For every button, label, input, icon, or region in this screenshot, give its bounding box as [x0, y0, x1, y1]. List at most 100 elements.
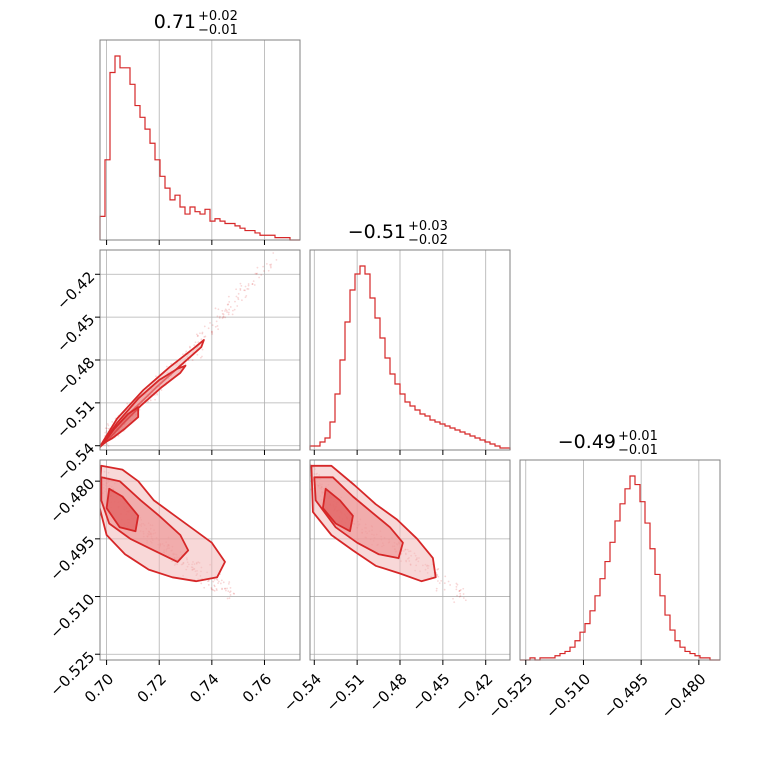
- sample-point: [200, 338, 203, 341]
- y-tick-label: −0.48: [53, 354, 98, 399]
- y-tick-label: −0.51: [53, 396, 98, 441]
- sample-point: [233, 593, 236, 595]
- sample-point: [184, 363, 187, 366]
- sample-point: [149, 399, 152, 402]
- sample-point: [226, 597, 229, 600]
- sample-point: [165, 365, 168, 368]
- sample-point: [232, 592, 235, 595]
- sample-point: [234, 300, 236, 303]
- sample-point: [212, 589, 215, 592]
- sample-point: [237, 292, 240, 295]
- sample-point: [211, 331, 213, 333]
- sample-point: [228, 581, 231, 583]
- x-tick-label: −0.525: [485, 670, 537, 722]
- x-tick-label: −0.51: [323, 670, 368, 715]
- sample-point: [215, 589, 218, 591]
- sample-point: [267, 269, 270, 272]
- title-median: −0.51: [348, 221, 406, 243]
- sample-point: [189, 346, 191, 349]
- sample-point: [197, 334, 199, 337]
- sample-point: [229, 590, 232, 593]
- sample-point: [458, 590, 461, 593]
- sample-point: [436, 568, 439, 571]
- sample-point: [447, 580, 450, 583]
- sample-point: [227, 313, 230, 316]
- sample-point: [170, 362, 173, 365]
- title-err-minus: −0.01: [198, 23, 238, 38]
- sample-point: [227, 590, 230, 593]
- sample-point: [444, 575, 447, 578]
- x-tick-label: 0.76: [239, 670, 275, 706]
- sample-point: [272, 252, 275, 254]
- sample-point: [193, 344, 196, 347]
- title-err-plus: +0.02: [198, 9, 238, 24]
- sample-point: [221, 587, 223, 590]
- sample-point: [232, 309, 234, 312]
- sample-point: [256, 266, 259, 269]
- sample-point: [224, 310, 226, 312]
- sample-point: [222, 313, 225, 316]
- sample-point: [215, 320, 218, 323]
- sample-point: [160, 389, 163, 391]
- panel-frame: [99, 39, 301, 241]
- sample-point: [458, 595, 461, 598]
- y-tick-label: −0.54: [53, 439, 98, 484]
- sample-point: [201, 331, 204, 334]
- sample-point: [224, 308, 227, 311]
- sample-point: [464, 599, 467, 602]
- sample-point: [213, 578, 216, 581]
- sample-point: [214, 325, 217, 328]
- sample-point: [437, 575, 440, 578]
- sample-point: [235, 295, 238, 298]
- sample-point: [270, 263, 273, 266]
- contour-1sigma: [321, 487, 354, 533]
- title-median: 0.71: [154, 11, 196, 33]
- sample-point: [443, 588, 446, 591]
- sample-point: [195, 333, 198, 336]
- histogram-0: [99, 55, 300, 241]
- sample-point: [269, 266, 272, 269]
- y-tick-label: −0.510: [46, 590, 98, 642]
- sample-point: [197, 341, 200, 344]
- sample-point: [275, 258, 278, 261]
- sample-point: [443, 582, 446, 585]
- contour-1sigma: [105, 487, 140, 533]
- sample-point: [201, 332, 204, 335]
- contour-1sigma: [103, 406, 140, 444]
- x-tick-label: −0.510: [542, 670, 594, 722]
- sample-point: [436, 574, 438, 577]
- sample-point: [228, 597, 231, 600]
- sample-point: [217, 582, 219, 585]
- title-err-plus: +0.01: [618, 429, 658, 444]
- sample-point: [207, 327, 210, 330]
- sample-point: [213, 584, 216, 587]
- sample-point: [147, 400, 149, 403]
- sample-point: [438, 582, 441, 585]
- sample-point: [107, 445, 110, 447]
- sample-point: [239, 282, 242, 285]
- sample-point: [154, 398, 156, 401]
- sample-point: [211, 330, 213, 333]
- sample-point: [199, 356, 202, 359]
- sample-point: [203, 336, 206, 338]
- sample-point: [222, 581, 225, 584]
- sample-point: [452, 597, 454, 600]
- sample-point: [237, 296, 239, 299]
- x-tick-label: −0.480: [658, 670, 710, 722]
- sample-point: [216, 325, 219, 327]
- sample-point: [218, 317, 221, 319]
- sample-point: [437, 580, 439, 582]
- joint-panel-1-2: [310, 463, 467, 604]
- sample-point: [458, 589, 461, 592]
- sample-point: [211, 588, 214, 591]
- sample-point: [251, 283, 254, 285]
- sample-point: [462, 593, 465, 595]
- sample-point: [247, 284, 250, 287]
- x-tick-label: 0.74: [186, 670, 222, 706]
- sample-point: [258, 276, 261, 279]
- sample-point: [221, 588, 223, 591]
- title-err-minus: −0.01: [618, 443, 658, 458]
- histogram-1: [309, 265, 511, 450]
- sample-point: [225, 309, 228, 312]
- sample-point: [216, 579, 219, 581]
